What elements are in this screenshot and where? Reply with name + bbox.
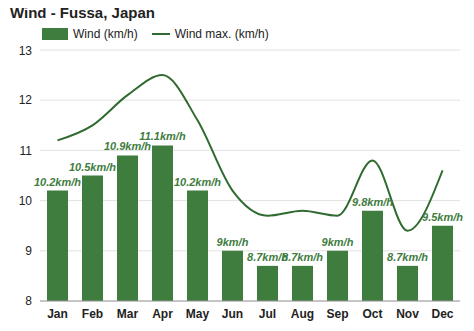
svg-text:10.2km/h: 10.2km/h <box>174 176 221 188</box>
svg-text:13: 13 <box>19 44 33 58</box>
svg-text:9.8km/h: 9.8km/h <box>352 196 393 208</box>
svg-text:9km/h: 9km/h <box>322 236 354 248</box>
svg-text:10.5km/h: 10.5km/h <box>69 161 116 173</box>
svg-text:May: May <box>186 307 210 321</box>
svg-text:Jul: Jul <box>259 307 276 321</box>
svg-text:Mar: Mar <box>117 307 139 321</box>
svg-text:Apr: Apr <box>152 307 173 321</box>
svg-text:8: 8 <box>25 294 32 308</box>
svg-text:8.7km/h: 8.7km/h <box>282 251 323 263</box>
svg-text:Nov: Nov <box>396 307 419 321</box>
svg-text:10.2km/h: 10.2km/h <box>34 176 81 188</box>
svg-text:Aug: Aug <box>291 307 314 321</box>
html-text:Wind (km/h): Wind (km/h) <box>73 27 138 41</box>
svg-text:Dec: Dec <box>431 307 453 321</box>
svg-text:Jun: Jun <box>222 307 243 321</box>
svg-text:Oct: Oct <box>362 307 382 321</box>
svg-text:Jan: Jan <box>47 307 68 321</box>
svg-text:8.7km/h: 8.7km/h <box>387 251 428 263</box>
svg-text:8.7km/h: 8.7km/h <box>247 250 288 263</box>
html-text:Wind max. (km/h): Wind max. (km/h) <box>174 27 269 41</box>
svg-text:11: 11 <box>20 144 33 158</box>
svg-text:11.1km/h: 11.1km/h <box>139 130 186 142</box>
svg-text:9.5km/h: 9.5km/h <box>422 211 463 223</box>
svg-text:9km/h: 9km/h <box>217 236 249 248</box>
svg-text:10: 10 <box>19 194 33 208</box>
svg-text:9: 9 <box>25 244 32 258</box>
svg-text:Feb: Feb <box>82 307 103 321</box>
svg-text:10.9km/h: 10.9km/h <box>104 140 151 153</box>
svg-text:12: 12 <box>19 93 33 107</box>
html-text:Wind - Fussa, Japan: Wind - Fussa, Japan <box>10 4 155 21</box>
svg-text:Sep: Sep <box>326 307 348 321</box>
